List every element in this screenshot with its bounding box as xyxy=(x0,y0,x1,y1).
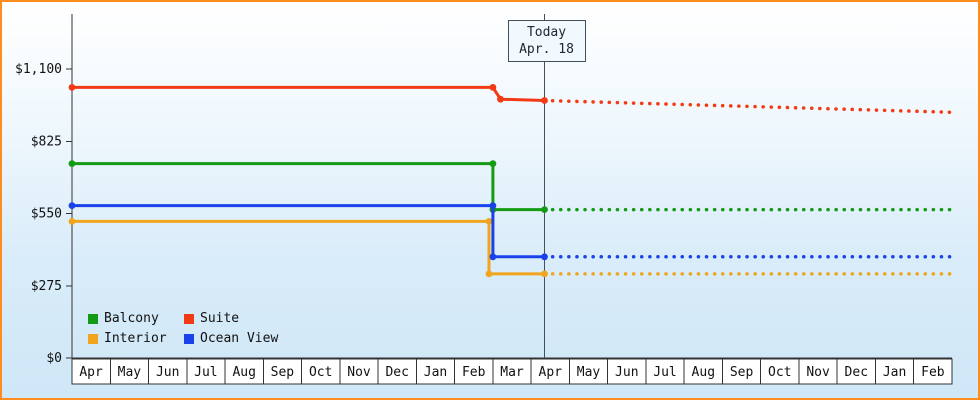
month-label: Dec xyxy=(385,365,408,380)
legend-item-ocean-view: Ocean View xyxy=(184,331,278,346)
month-cell xyxy=(721,358,762,385)
data-point-interior xyxy=(485,270,493,278)
data-point-balcony xyxy=(541,206,548,214)
today-label-box: Today Apr. 18 xyxy=(507,20,586,62)
legend-swatch-balcony xyxy=(88,313,98,324)
y-tick-label: $0 xyxy=(46,351,62,366)
month-label: Apr xyxy=(539,365,563,380)
month-cell xyxy=(224,358,264,385)
series-line-interior xyxy=(72,219,545,276)
month-cell xyxy=(492,358,532,385)
today-date: Apr. 18 xyxy=(519,42,574,57)
legend: Balcony Suite Interior Ocean View xyxy=(88,311,278,346)
series-forecast-suite xyxy=(542,98,954,115)
month-label: Feb xyxy=(921,365,945,380)
month-cell xyxy=(683,358,724,385)
month-cell xyxy=(109,358,150,385)
y-tick-label: $275 xyxy=(31,279,62,294)
month-label: Nov xyxy=(347,365,371,380)
month-label: Jul xyxy=(194,365,217,380)
month-label: Jun xyxy=(156,365,179,380)
month-label: Jul xyxy=(653,365,676,380)
month-cell xyxy=(530,358,570,385)
month-label: Sep xyxy=(271,365,295,380)
legend-item-balcony: Balcony xyxy=(88,311,184,326)
y-tick-label: $1,100 xyxy=(15,62,62,77)
data-point-ocean-view xyxy=(489,202,497,210)
month-label: Apr xyxy=(79,365,103,380)
month-cell xyxy=(454,358,494,385)
month-cell xyxy=(301,358,341,385)
month-cell xyxy=(798,358,838,385)
data-point-balcony xyxy=(68,160,76,168)
month-cell xyxy=(568,358,609,385)
month-label: May xyxy=(577,365,601,380)
month-label: Mar xyxy=(500,365,524,380)
legend-label-suite: Suite xyxy=(200,311,240,326)
data-point-interior xyxy=(485,218,493,225)
data-point-ocean-view xyxy=(541,253,548,261)
data-point-interior xyxy=(68,218,76,225)
legend-item-suite: Suite xyxy=(184,311,278,326)
series-line-suite xyxy=(72,85,545,102)
month-label: May xyxy=(118,365,142,380)
month-cell xyxy=(71,358,111,385)
month-cell xyxy=(339,358,379,385)
month-cell xyxy=(760,358,800,385)
legend-swatch-suite xyxy=(184,313,194,324)
month-cell xyxy=(148,358,188,385)
data-point-balcony xyxy=(489,160,497,168)
legend-label-interior: Interior xyxy=(104,331,167,346)
data-point-ocean-view xyxy=(68,202,76,210)
legend-swatch-interior xyxy=(88,333,98,344)
month-label: Nov xyxy=(806,365,830,380)
month-label: Jan xyxy=(883,365,906,380)
today-title: Today xyxy=(526,25,567,40)
y-tick-label: $550 xyxy=(31,207,62,222)
month-label: Oct xyxy=(768,365,791,380)
month-label: Aug xyxy=(692,365,715,380)
month-label: Dec xyxy=(845,365,868,380)
month-label: Oct xyxy=(309,365,332,380)
month-label: Feb xyxy=(462,365,486,380)
month-label: Aug xyxy=(232,365,255,380)
month-cell xyxy=(913,358,953,385)
series-line-balcony xyxy=(72,162,545,212)
data-point-suite xyxy=(68,84,76,91)
month-label: Sep xyxy=(730,365,754,380)
month-label: Jun xyxy=(615,365,638,380)
data-point-suite xyxy=(497,95,504,103)
legend-item-interior: Interior xyxy=(88,331,184,346)
month-cell xyxy=(377,358,417,385)
legend-label-ocean-view: Ocean View xyxy=(200,331,279,346)
legend-swatch-ocean-view xyxy=(184,333,194,344)
series-line-ocean-view xyxy=(72,204,545,259)
data-point-ocean-view xyxy=(489,253,497,261)
data-point-suite xyxy=(541,97,548,104)
data-point-suite xyxy=(489,84,497,91)
y-tick-label: $825 xyxy=(31,134,62,149)
data-point-interior xyxy=(541,270,548,278)
month-label: Jan xyxy=(424,365,447,380)
legend-label-balcony: Balcony xyxy=(104,311,159,326)
